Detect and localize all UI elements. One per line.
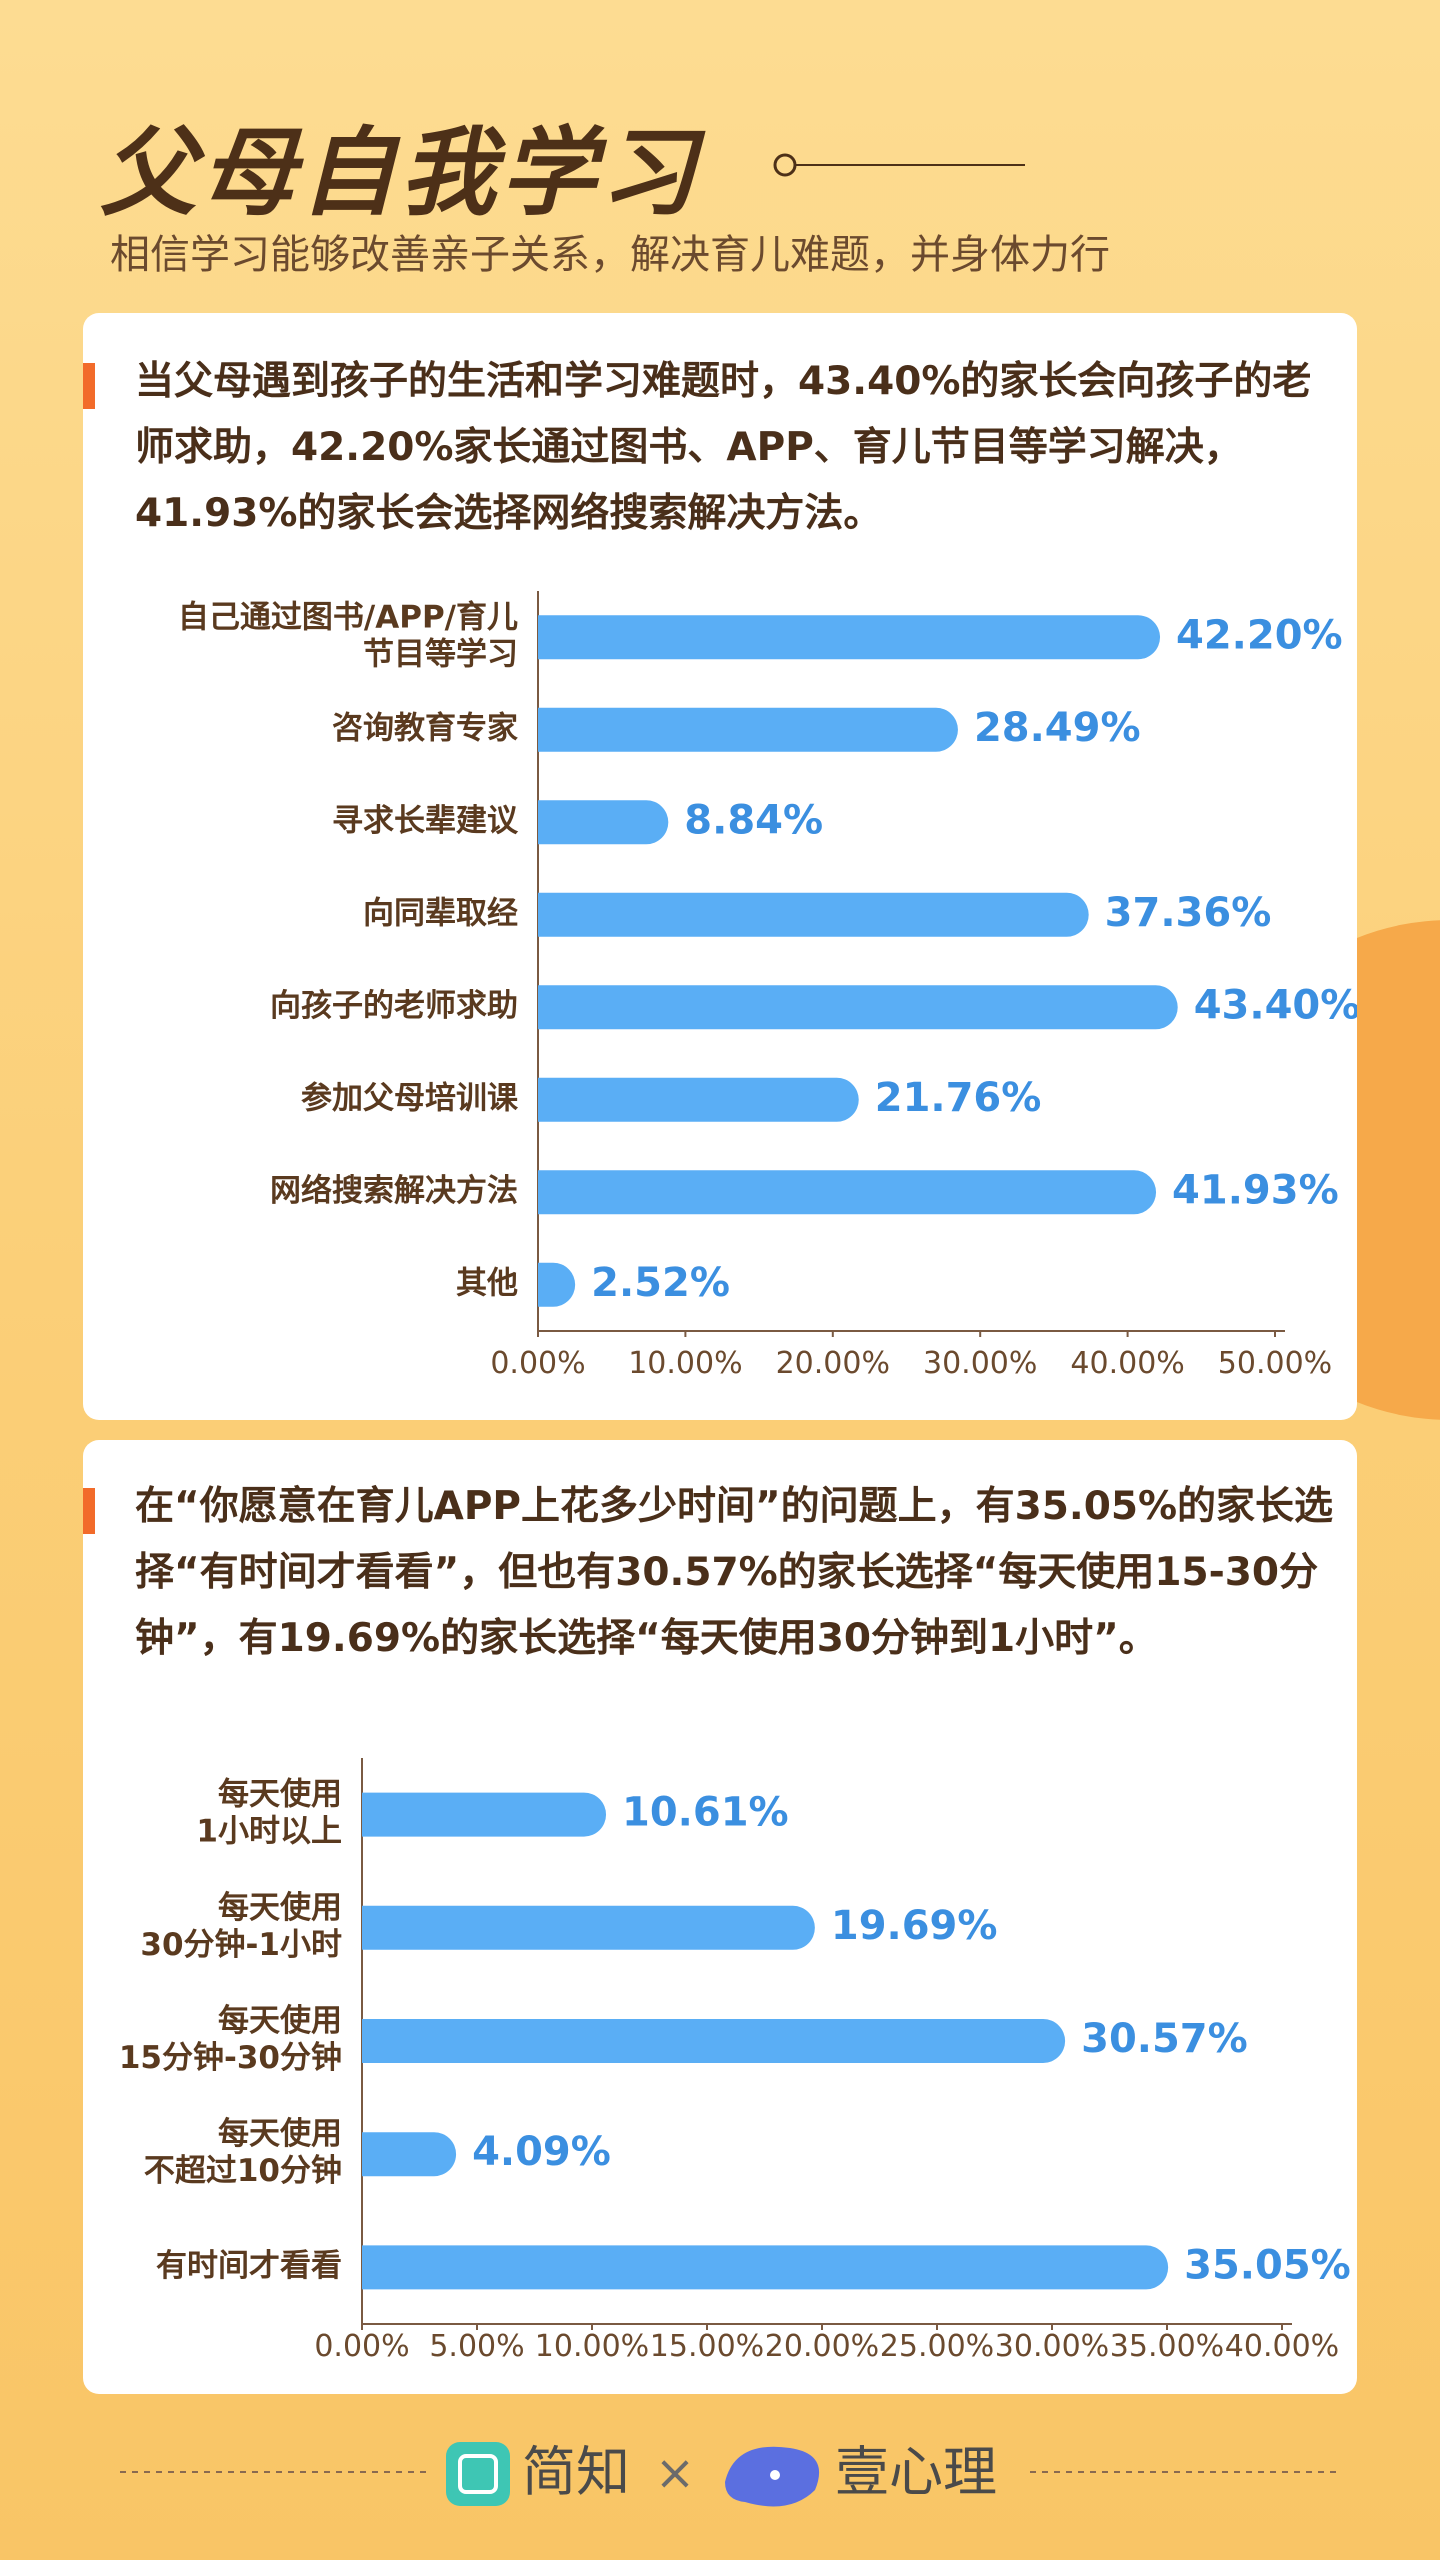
- y-tick-label: 咨询教育专家: [332, 710, 518, 746]
- description: 在“你愿意在育儿APP上花多少时间”的问题上，有35.05%的家长选择“有时间才…: [135, 1484, 1334, 1661]
- chart: 0.00% 10.00% 20.00% 30.00% 40.00% 50.00% 42.20…: [178, 591, 1357, 1381]
- value-label: 41.93%: [1172, 1167, 1339, 1213]
- x-tick-label: 40.00%: [1225, 2329, 1339, 2364]
- y-tick-label: 每天使用不超过10分钟: [144, 2116, 342, 2189]
- subtitle: 相信学习能够改善亲子关系，解决育儿难题，并身体力行: [110, 232, 1110, 278]
- bar: [538, 1170, 1157, 1215]
- y-tick-label: 每天使用 15分钟-30分钟: [119, 2003, 342, 2076]
- y-tick-label: 向同辈取经: [363, 895, 518, 931]
- bar: [538, 707, 958, 752]
- x-tick-label: 5.00%: [429, 2329, 524, 2364]
- x-tick-label: 0.00%: [314, 2329, 409, 2364]
- footer: 简知 × 壹心理: [120, 2441, 1340, 2507]
- x-tick-label: 10.00%: [628, 1346, 742, 1381]
- x-tick-label: 0.00%: [490, 1346, 585, 1381]
- value-label: 37.36%: [1105, 890, 1272, 936]
- separator: ×: [655, 2445, 695, 2501]
- x-tick-label: 50.00%: [1218, 1346, 1332, 1381]
- bar: [538, 1077, 859, 1122]
- marker: [83, 1488, 95, 1534]
- brand-name: 简知: [522, 2441, 630, 2504]
- bar: [362, 2019, 1066, 2063]
- value-label: 19.69%: [831, 1903, 998, 1949]
- value-label: 42.20%: [1176, 612, 1343, 658]
- y-tick-label: 有时间才看看: [156, 2248, 342, 2284]
- bar: [362, 1905, 815, 1950]
- marker: [83, 363, 95, 409]
- x-tick-label: 30.00%: [923, 1346, 1037, 1381]
- bar: [538, 892, 1089, 937]
- value-label: 4.09%: [472, 2129, 611, 2175]
- brand-name: 壹心理: [835, 2441, 997, 2504]
- y-tick-label: 每天使用 1小时以上: [196, 1777, 342, 1850]
- card: 在“你愿意在育儿APP上花多少时间”的问题上，有35.05%的家长选择“有时间才…: [83, 1440, 1357, 2394]
- y-tick-label: 自己通过图书/APP/育儿节目等学习: [178, 599, 518, 672]
- y-tick-label: 向孩子的老师求助: [270, 988, 518, 1024]
- y-tick-label: 网络搜索解决方法: [270, 1173, 518, 1209]
- x-tick-label: 35.00%: [1110, 2329, 1224, 2364]
- bar: [538, 985, 1178, 1030]
- y-tick-label: 其他: [456, 1265, 518, 1301]
- bar: [538, 800, 669, 845]
- chart: 0.00% 5.00% 10.00% 15.00% 20.00% 25.00% 30.00%…: [119, 1758, 1351, 2364]
- brand-icon: [446, 2442, 510, 2506]
- title: 父母自我学习: [100, 117, 700, 229]
- y-tick-label: 参加父母培训课: [301, 1080, 519, 1116]
- value-label: 28.49%: [974, 705, 1141, 751]
- y-tick-label: 每天使用 30分钟-1小时: [140, 1890, 342, 1963]
- value-label: 43.40%: [1194, 982, 1357, 1028]
- bar: [362, 2245, 1169, 2290]
- description: 当父母遇到孩子的生活和学习难题时，43.40%的家长会向孩子的老师求助，42.2…: [135, 359, 1312, 536]
- x-tick-label: 25.00%: [880, 2329, 994, 2364]
- bar: [362, 1792, 607, 1837]
- x-tick-label: 20.00%: [776, 1346, 890, 1381]
- x-tick-label: 30.00%: [995, 2329, 1109, 2364]
- y-tick-label: 寻求长辈建议: [332, 803, 519, 839]
- bar: [362, 2132, 457, 2177]
- x-tick-label: 20.00%: [765, 2329, 879, 2364]
- value-label: 10.61%: [622, 1790, 789, 1836]
- title-ornament: [773, 153, 1025, 177]
- card: 当父母遇到孩子的生活和学习难题时，43.40%的家长会向孩子的老师求助，42.2…: [83, 313, 1357, 1420]
- x-tick-label: 10.00%: [535, 2329, 649, 2364]
- bar: [538, 615, 1161, 660]
- value-label: 21.76%: [875, 1075, 1042, 1121]
- x-tick-label: 40.00%: [1070, 1346, 1184, 1381]
- value-label: 2.52%: [591, 1260, 730, 1306]
- x-tick-label: 15.00%: [650, 2329, 764, 2364]
- value-label: 8.84%: [684, 797, 823, 843]
- bar: [538, 1262, 576, 1307]
- value-label: 30.57%: [1081, 2016, 1248, 2062]
- value-label: 35.05%: [1184, 2242, 1351, 2288]
